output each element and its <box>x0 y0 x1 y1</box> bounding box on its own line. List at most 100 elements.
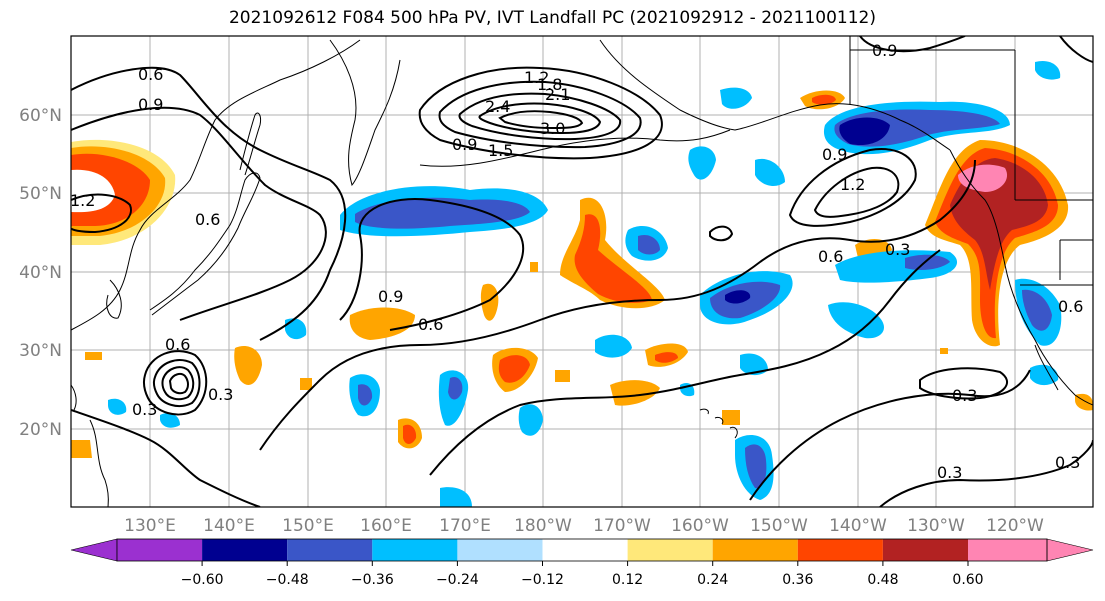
contour-label: 0.6 <box>418 315 443 334</box>
coast-philippines <box>89 419 109 507</box>
coast-aleutians <box>419 129 731 167</box>
coast-alaska <box>599 39 951 151</box>
contour-label: 3.0 <box>540 119 565 138</box>
contour-label: 0.3 <box>132 400 157 419</box>
contour-label: 0.9 <box>138 95 163 114</box>
contour-label: 0.6 <box>1058 297 1083 316</box>
contour-label: 0.3 <box>208 385 233 404</box>
lat-label: 30°N <box>19 341 62 361</box>
colorbar-swatch <box>457 539 543 561</box>
contour-vortex-4 <box>478 102 602 135</box>
contour-label: 0.9 <box>822 145 847 164</box>
coast-baja <box>1034 344 1059 391</box>
coast-kamchatka <box>329 39 401 187</box>
contour-label: 0.3 <box>1055 453 1080 472</box>
lon-label: 170°E <box>439 516 491 536</box>
colorbar-swatch <box>882 539 968 561</box>
coast-korea <box>106 279 122 319</box>
contour-label: 1.2 <box>524 68 549 87</box>
lon-label: 130°W <box>907 516 965 536</box>
contour-label: 0.3 <box>937 463 962 482</box>
contour-alaska-1.2 <box>813 166 900 218</box>
coast-east-asia <box>71 39 361 331</box>
contour-label: 0.6 <box>818 247 843 266</box>
lat-label: 20°N <box>19 420 62 440</box>
colorbar-tick: −0.36 <box>351 572 394 588</box>
lon-label: 140°E <box>203 516 255 536</box>
coast-north-america <box>949 149 1093 406</box>
contour-typhoon-2 <box>152 359 201 407</box>
coastlines <box>71 39 1093 507</box>
contour-typhoon-3 <box>161 366 195 401</box>
contour-west-0.9 <box>71 106 327 321</box>
contour-typhoon-1 <box>143 350 208 416</box>
lon-label: 160°W <box>671 516 729 536</box>
colorbar-extend-min <box>70 538 118 562</box>
contour-center-0.9 <box>339 198 525 331</box>
contour-west-1.2 <box>71 193 132 234</box>
colorbar-swatch <box>797 539 883 561</box>
colorbar-swatch <box>117 539 203 561</box>
boundaries <box>849 36 1093 286</box>
contour-east-0.3 <box>749 369 1031 501</box>
lat-label: 50°N <box>19 184 62 204</box>
contour-vortex-1 <box>418 66 663 160</box>
contour-ne-right <box>1059 36 1093 63</box>
colorbar: −0.60 −0.48 −0.36 −0.24 −0.12 0.12 0.24 … <box>70 538 1094 588</box>
contour-far-south <box>879 439 1093 507</box>
colorbar-tick: −0.12 <box>521 572 564 588</box>
contour-vortex-3 <box>458 92 622 141</box>
contour-alaska-0.9 <box>788 148 917 227</box>
contour-label: 0.9 <box>452 135 477 154</box>
contour-ne-0.9 <box>859 36 966 53</box>
contour-label: 1.2 <box>840 175 865 194</box>
contour-label: 2.1 <box>545 85 570 104</box>
contour-label: 0.6 <box>165 335 190 354</box>
contour-small-loop <box>709 225 734 242</box>
contour-center-0.6 <box>259 159 976 451</box>
contour-label: 0.9 <box>378 287 403 306</box>
colorbar-tick: 0.36 <box>782 572 813 588</box>
lon-label: 150°W <box>750 516 808 536</box>
colorbar-extend-max <box>1046 538 1094 562</box>
colorbar-tick: 0.60 <box>952 572 983 588</box>
contour-label: 0.9 <box>872 41 897 60</box>
colorbar-tick: 0.48 <box>867 572 898 588</box>
colorbar-swatch <box>542 539 628 561</box>
colorbar-swatch <box>202 539 288 561</box>
contour-label: 1.2 <box>70 191 95 210</box>
colorbar-tick: −0.24 <box>436 572 479 588</box>
colorbar-tick: −0.60 <box>181 572 224 588</box>
colorbar-swatch <box>627 539 713 561</box>
map-frame <box>70 35 1094 508</box>
contour-label: 0.6 <box>195 210 220 229</box>
contour-label: 0.3 <box>885 240 910 259</box>
lon-label: 180°W <box>514 516 572 536</box>
contour-label: 1.8 <box>537 75 562 94</box>
colorbar-swatch <box>287 539 373 561</box>
lon-label: 140°W <box>829 516 887 536</box>
colorbar-swatch <box>372 539 458 561</box>
contour-vortex-2 <box>438 80 642 149</box>
lon-label: 160°E <box>360 516 412 536</box>
contour-typhoon-4 <box>168 372 189 395</box>
contour-label: 1.5 <box>488 141 513 160</box>
colorbar-tick: 0.12 <box>612 572 643 588</box>
contour-label: 0.6 <box>138 65 163 84</box>
colorbar-swatch <box>968 539 1047 561</box>
contour-labels: 0.6 0.9 1.2 0.6 1.2 2.4 2.1 1.8 3.0 0.9 … <box>70 41 1083 482</box>
colorbar-tick: −0.48 <box>266 572 309 588</box>
contour-mid-0.3 <box>429 249 941 476</box>
coast-sakhalin <box>239 112 261 176</box>
contour-vortex-5 <box>498 110 584 130</box>
lon-labels: 130°E 140°E 150°E 160°E 170°E 180°W 170°… <box>124 516 1044 536</box>
coast-hawaii <box>699 408 738 439</box>
colorbar-tick: 0.24 <box>697 572 728 588</box>
contour-south-0.3 <box>71 409 261 507</box>
contour-west-0.6 <box>71 66 347 341</box>
colorbar-swatch <box>712 539 798 561</box>
pv-contours <box>71 36 1093 507</box>
lat-labels: 60°N 50°N 40°N 30°N 20°N <box>19 106 62 440</box>
coast-taiwan <box>71 384 77 411</box>
